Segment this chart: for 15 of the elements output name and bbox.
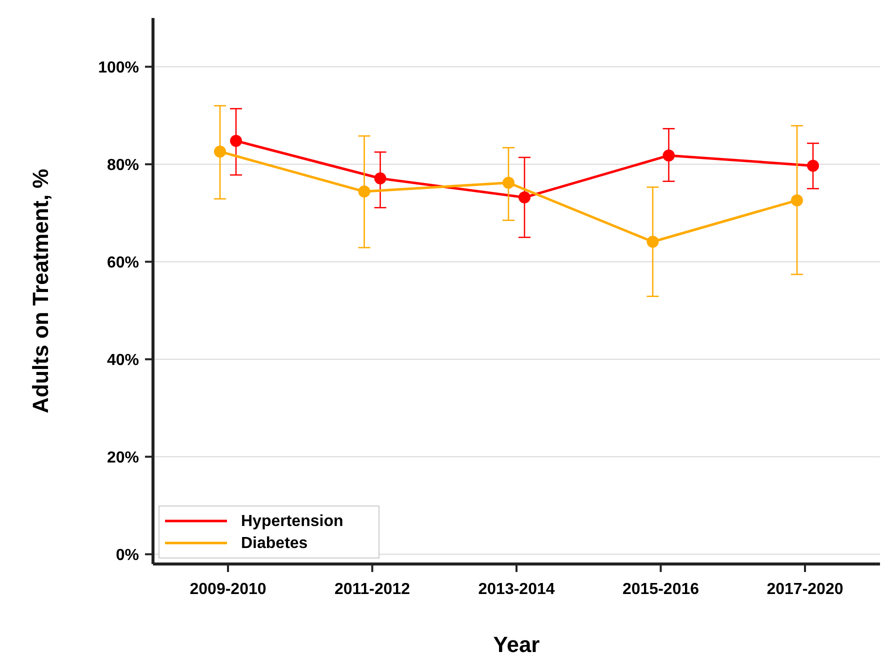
y-tick-label: 0% [116, 546, 139, 564]
x-tick-label: 2013-2014 [478, 581, 555, 598]
legend-label: Hypertension [241, 513, 344, 530]
y-axis-title: Adults on Treatment, % [28, 168, 53, 414]
x-axis-title: Year [493, 632, 540, 657]
legend-label: Diabetes [241, 535, 308, 552]
x-tick-label: 2017-2020 [766, 581, 844, 598]
x-tick-label: 2015-2016 [622, 581, 700, 598]
y-tick-label: 40% [106, 352, 139, 369]
y-tick-label: 80% [106, 156, 139, 174]
y-tick-label: 100% [98, 59, 139, 76]
x-tick-label: 2011-2012 [334, 581, 410, 598]
y-tick-label: 20% [106, 449, 139, 466]
x-tick-label: 2009-2010 [190, 581, 266, 598]
y-tick-label: 60% [106, 254, 139, 272]
